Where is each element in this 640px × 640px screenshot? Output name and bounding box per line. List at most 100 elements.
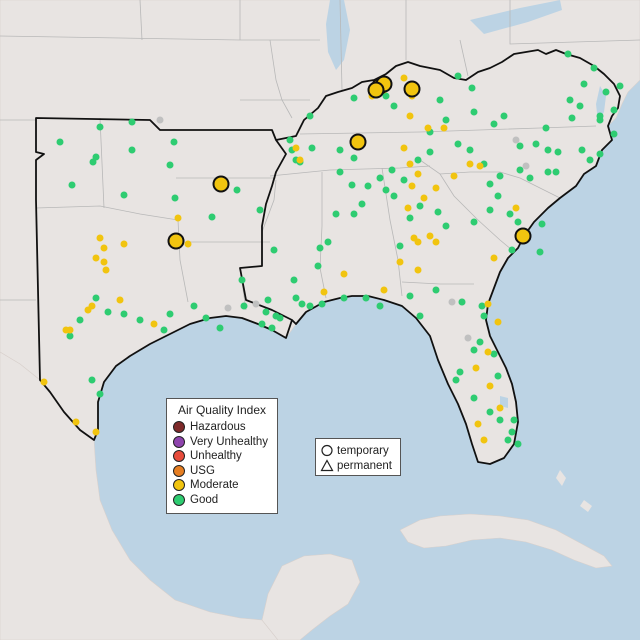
cuba-land [399, 513, 613, 569]
monitor-good [324, 238, 332, 246]
monitor-good [476, 338, 484, 346]
monitor-moderate [174, 214, 182, 222]
monitor-good [120, 191, 128, 199]
monitor-no-data [448, 298, 456, 306]
monitor-moderate [426, 232, 434, 240]
monitor-good [538, 220, 546, 228]
monitor-moderate [466, 160, 474, 168]
usg-swatch-icon [173, 464, 185, 477]
lake-okeechobee [500, 396, 508, 408]
monitor-good [348, 181, 356, 189]
monitor-moderate [40, 378, 48, 386]
region-boundaries [35, 49, 621, 465]
monitor-good [376, 174, 384, 182]
monitor-moderate-temporary [514, 227, 532, 245]
monitor-good [350, 210, 358, 218]
monitor-good [382, 92, 390, 100]
monitor-good [390, 102, 398, 110]
monitor-moderate-temporary [403, 80, 421, 98]
monitor-moderate [102, 266, 110, 274]
monitor-good [120, 310, 128, 318]
monitor-good [532, 140, 540, 148]
monitor-good [508, 246, 516, 254]
hazardous-swatch-icon [173, 421, 185, 434]
monitor-good [504, 436, 512, 444]
monitor-good [208, 213, 216, 221]
monitor-moderate [450, 172, 458, 180]
monitor-moderate [340, 270, 348, 278]
monitor-good [478, 302, 486, 310]
monitor-good [336, 146, 344, 154]
monitor-moderate [472, 364, 480, 372]
monitor-good [350, 154, 358, 162]
monitor-good [486, 408, 494, 416]
monitor-good [316, 244, 324, 252]
legend-label: Good [190, 493, 219, 506]
monitor-moderate [84, 306, 92, 314]
monitor-moderate [400, 74, 408, 82]
monitor-good [514, 440, 522, 448]
monitor-moderate [292, 144, 300, 152]
legend-item-very-unhealthy: Very Unhealthy [173, 435, 271, 450]
monitor-good [508, 428, 516, 436]
monitor-moderate [440, 124, 448, 132]
legend-label: Hazardous [190, 421, 246, 434]
monitor-good [270, 246, 278, 254]
monitor-moderate [92, 428, 100, 436]
monitor-moderate [184, 240, 192, 248]
aqi-legend-title: Air Quality Index [177, 403, 267, 417]
monitor-good [382, 186, 390, 194]
monitor-good [340, 294, 348, 302]
monitor-no-data [156, 116, 164, 124]
monitor-good [436, 96, 444, 104]
monitor-good [286, 136, 294, 144]
monitor-good [490, 120, 498, 128]
monitor-good [442, 116, 450, 124]
monitor-good [268, 324, 276, 332]
monitor-good [470, 394, 478, 402]
monitor-good [128, 118, 136, 126]
monitor-good [470, 218, 478, 226]
monitor-good [432, 286, 440, 294]
monitor-good [170, 138, 178, 146]
monitor-good [400, 176, 408, 184]
aqi-legend: Air Quality Index Hazardous Very Unhealt… [166, 398, 278, 514]
legend-label: permanent [337, 459, 392, 472]
monitor-good [416, 312, 424, 320]
monitor-good [442, 222, 450, 230]
monitor-good [596, 150, 604, 158]
monitor-good [96, 123, 104, 131]
bahamas-land [556, 470, 592, 512]
monitor-good [240, 302, 248, 310]
monitor-moderate [496, 404, 504, 412]
monitor-good [506, 210, 514, 218]
monitor-good [160, 326, 168, 334]
monitor-no-data [512, 136, 520, 144]
monitor-good [306, 302, 314, 310]
good-swatch-icon [173, 493, 185, 506]
monitor-good [434, 208, 442, 216]
monitor-good [416, 202, 424, 210]
monitor-good [500, 112, 508, 120]
monitor-good [318, 300, 326, 308]
monitor-good [486, 180, 494, 188]
monitor-no-data [252, 300, 260, 308]
monitor-moderate [474, 420, 482, 428]
monitor-good [96, 390, 104, 398]
monitor-moderate [296, 156, 304, 164]
monitor-moderate [410, 234, 418, 242]
state-borders [0, 0, 640, 311]
monitor-good [454, 72, 462, 80]
monitor-moderate [150, 320, 158, 328]
legend-item-good: Good [173, 493, 271, 508]
monitor-good [516, 142, 524, 150]
region-boundary-southeast [275, 49, 621, 465]
triangle-icon [320, 459, 334, 472]
legend-item-permanent: permanent [320, 458, 396, 473]
monitor-good [336, 168, 344, 176]
monitor-good [590, 64, 598, 72]
monitor-good [496, 172, 504, 180]
monitor-moderate [432, 184, 440, 192]
monitor-good [514, 218, 522, 226]
